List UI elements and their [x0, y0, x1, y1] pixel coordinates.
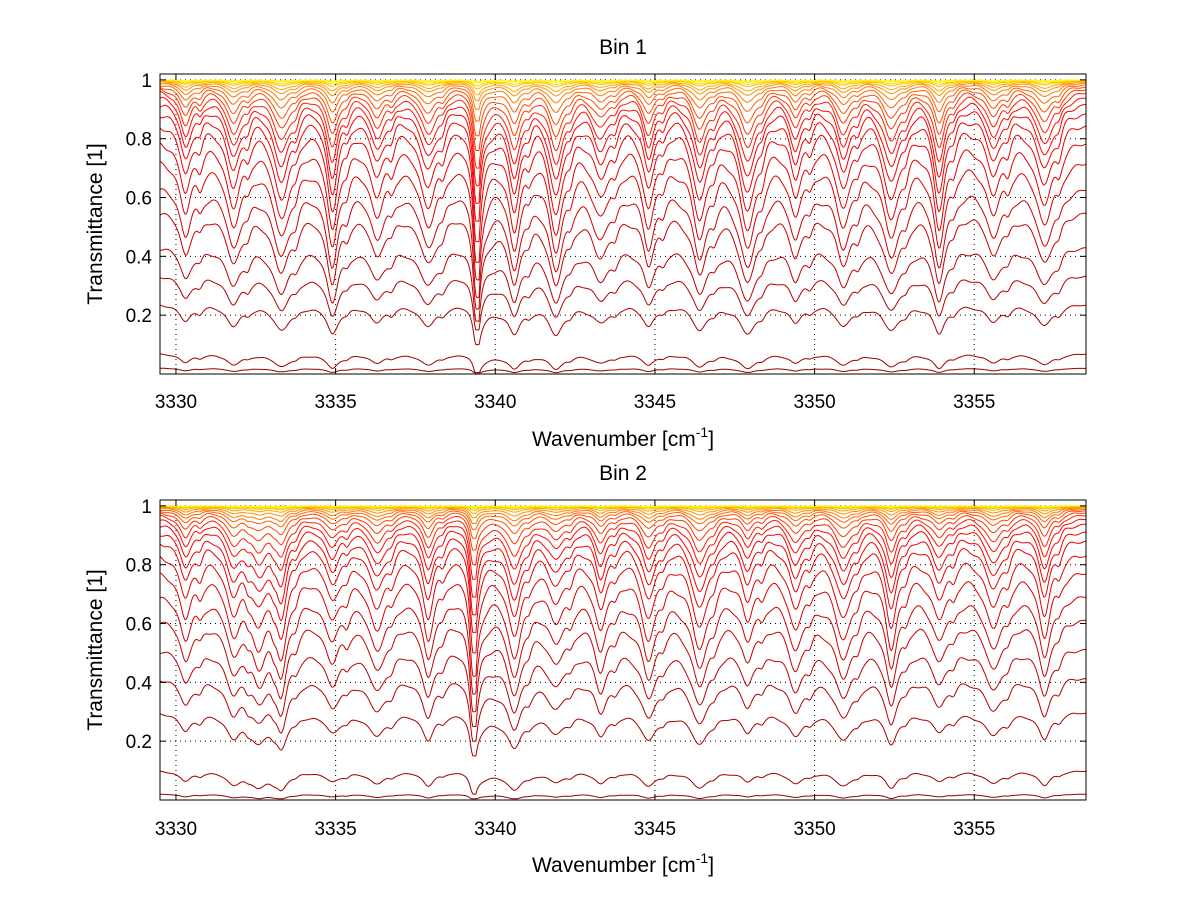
x-tick-label: 3335 [314, 819, 356, 840]
chart-title: Bin 1 [599, 36, 647, 59]
series-line [160, 367, 1086, 374]
series-line [160, 678, 1086, 742]
series-line [160, 512, 1086, 551]
series-line [160, 505, 1086, 511]
y-tick-label: 0.4 [126, 673, 153, 694]
y-tick-label: 0.2 [126, 732, 152, 753]
series-line [160, 523, 1086, 598]
x-tick-label: 3355 [953, 819, 995, 840]
series-line [160, 86, 1086, 137]
series-line [160, 79, 1086, 87]
series-line [160, 505, 1086, 507]
x-tick-label: 3340 [474, 819, 516, 840]
series-line [160, 97, 1086, 187]
y-tick-label: 0.8 [126, 556, 152, 577]
series-line [160, 619, 1086, 713]
series-line [160, 510, 1086, 539]
series-line [160, 125, 1086, 243]
y-tick-label: 0.8 [126, 130, 152, 151]
series-line [160, 80, 1086, 90]
x-tick-label: 3345 [634, 392, 676, 413]
y-tick-label: 0.2 [126, 306, 152, 327]
y-tick-label: 0.6 [126, 189, 152, 210]
series-line [160, 160, 1086, 281]
series-line [160, 507, 1086, 524]
series-line [160, 80, 1086, 96]
y-axis-label: Transmittance [1] [84, 569, 107, 730]
series-line [160, 506, 1086, 519]
series-line [160, 793, 1086, 800]
series-line [160, 79, 1086, 82]
axes-box [159, 73, 1087, 375]
x-tick-label: 3350 [793, 819, 835, 840]
series-line [160, 82, 1086, 110]
series-line [160, 104, 1086, 204]
series-line [160, 712, 1086, 757]
x-tick-label: 3350 [793, 392, 835, 413]
series-line [160, 84, 1086, 122]
series-line [160, 247, 1086, 322]
series-line [160, 572, 1086, 677]
series-line [160, 531, 1086, 616]
y-tick-label: 1 [141, 71, 152, 92]
series-group [160, 79, 1086, 374]
series-group [160, 505, 1086, 800]
chart-title: Bin 2 [599, 462, 647, 485]
x-tick-label: 3355 [953, 392, 995, 413]
series-line [160, 506, 1086, 514]
series-line [160, 555, 1086, 654]
x-axis-label: Wavenumber [cm-1] [532, 850, 714, 877]
x-axis-label: Wavenumber [cm-1] [532, 424, 714, 451]
axes-box [159, 499, 1087, 801]
series-line [160, 91, 1086, 169]
series-line [160, 353, 1086, 374]
series-line [160, 275, 1086, 331]
series-line [160, 596, 1086, 695]
panel-bin-2: Bin 2 3330 3335 3340 3345 3350 3355 0.2 0.4 0.6 0.… [84, 462, 1087, 877]
series-line [160, 88, 1086, 151]
x-tick-label: 3330 [155, 819, 197, 840]
grid [160, 500, 1086, 800]
series-line [160, 113, 1086, 222]
series-line [160, 142, 1086, 263]
series-line [160, 770, 1086, 795]
series-line [160, 509, 1086, 530]
x-tick-label: 3330 [155, 392, 197, 413]
y-tick-label: 0.4 [126, 247, 153, 268]
y-tick-label: 0.6 [126, 615, 152, 636]
y-tick-label: 1 [141, 497, 152, 518]
series-line [160, 81, 1086, 101]
series-line [160, 188, 1086, 298]
y-axis-label: Transmittance [1] [84, 143, 107, 304]
series-line [160, 518, 1086, 580]
series-line [160, 649, 1086, 727]
x-tick-label: 3340 [474, 392, 516, 413]
series-line [160, 514, 1086, 566]
x-tick-label: 3345 [634, 819, 676, 840]
x-tick-label: 3335 [314, 392, 356, 413]
series-line [160, 540, 1086, 633]
panel-bin-1: Bin 1 3330 3335 3340 3345 3350 3355 0.2 0.4 0.6 0.… [84, 36, 1087, 451]
series-line [160, 304, 1086, 346]
series-line [160, 212, 1086, 310]
